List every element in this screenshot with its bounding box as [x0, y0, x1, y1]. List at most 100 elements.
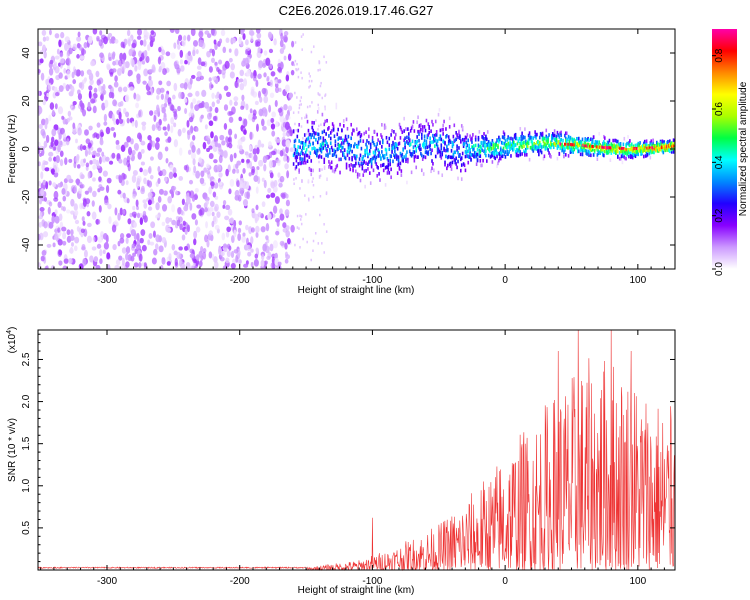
signal-cell	[630, 151, 632, 156]
signal-cell	[425, 139, 428, 144]
signal-cell	[298, 168, 300, 173]
signal-cell	[421, 128, 424, 133]
signal-cell	[520, 138, 522, 143]
signal-cell	[540, 133, 543, 137]
signal-cell	[661, 146, 664, 150]
signal-cell	[623, 136, 626, 141]
signal-cell	[303, 153, 306, 157]
signal-cell	[560, 137, 562, 142]
signal-cell	[629, 143, 631, 148]
snr-scale-exponent: 4	[6, 330, 13, 334]
noise-cell	[41, 29, 47, 36]
noise-cell	[40, 171, 44, 180]
signal-cell	[418, 138, 420, 143]
noise-cell	[221, 140, 226, 146]
noise-cell	[38, 90, 41, 96]
signal-cell	[495, 148, 497, 152]
signal-cell	[606, 142, 609, 147]
noise-cell	[126, 233, 131, 238]
signal-cell	[621, 149, 624, 154]
signal-cell	[473, 150, 476, 155]
signal-cell	[553, 133, 556, 138]
noise-cell	[219, 134, 225, 141]
signal-cell	[541, 131, 544, 136]
noise-cell	[106, 252, 111, 260]
signal-cell	[510, 154, 512, 158]
signal-cell	[328, 134, 330, 138]
signal-cell	[403, 116, 405, 121]
signal-cell	[396, 155, 399, 159]
transition-cell	[296, 214, 299, 218]
signal-cell	[377, 154, 379, 158]
signal-cell	[297, 128, 300, 133]
transition-cell	[317, 103, 319, 107]
signal-cell	[649, 141, 652, 145]
signal-cell	[314, 131, 316, 136]
signal-cell	[348, 156, 351, 161]
noise-cell	[114, 75, 118, 82]
signal-cell	[462, 162, 465, 166]
noise-cell	[282, 222, 287, 229]
noise-cell	[191, 213, 197, 220]
noise-cell	[114, 265, 120, 269]
signal-cell	[565, 139, 568, 143]
signal-cell	[409, 152, 412, 157]
y-tick-label: 0.5	[21, 521, 32, 535]
noise-cell	[211, 220, 215, 228]
signal-cell	[478, 130, 481, 134]
noise-cell	[226, 226, 232, 233]
signal-cell	[340, 157, 342, 162]
signal-cell	[544, 142, 547, 147]
noise-cell	[210, 29, 215, 36]
noise-cell	[147, 79, 154, 87]
noise-cell	[59, 127, 65, 135]
noise-cell	[131, 243, 136, 249]
noise-cell	[161, 221, 166, 227]
signal-cell	[405, 153, 407, 158]
signal-cell	[410, 170, 413, 175]
signal-cell	[498, 151, 500, 156]
signal-cell	[451, 160, 454, 165]
signal-cell	[478, 152, 481, 157]
noise-cell	[200, 61, 206, 67]
signal-cell	[295, 154, 298, 159]
signal-cell	[429, 140, 431, 145]
signal-cell	[415, 165, 418, 170]
noise-cell	[42, 44, 46, 53]
signal-cell	[343, 155, 346, 160]
noise-cell	[155, 202, 160, 211]
signal-cell	[644, 142, 647, 146]
noise-cell	[230, 263, 236, 269]
signal-cell	[496, 154, 498, 159]
noise-cell	[265, 223, 270, 232]
noise-cell	[198, 209, 203, 217]
signal-cell	[294, 147, 297, 152]
noise-cell	[57, 227, 61, 233]
signal-cell	[358, 163, 361, 168]
signal-cell	[520, 143, 522, 148]
signal-cell	[564, 146, 566, 151]
signal-cell	[339, 122, 341, 127]
signal-cell	[642, 145, 644, 150]
noise-cell	[91, 211, 97, 220]
transition-cell	[293, 63, 296, 67]
noise-cell	[201, 89, 207, 98]
signal-cell	[512, 143, 514, 147]
signal-cell	[368, 140, 370, 145]
signal-cell	[525, 141, 527, 146]
signal-cell	[615, 150, 617, 154]
signal-cell	[500, 154, 503, 158]
signal-cell	[580, 147, 583, 151]
signal-cell	[337, 142, 339, 147]
signal-cell	[634, 150, 637, 154]
noise-cell	[225, 168, 229, 177]
signal-cell	[317, 136, 320, 141]
signal-cell	[425, 118, 428, 123]
signal-cell	[577, 143, 580, 148]
signal-cell	[380, 156, 382, 160]
signal-cell	[397, 162, 400, 167]
signal-cell	[373, 143, 376, 147]
signal-cell	[464, 168, 467, 173]
signal-cell	[329, 141, 332, 146]
